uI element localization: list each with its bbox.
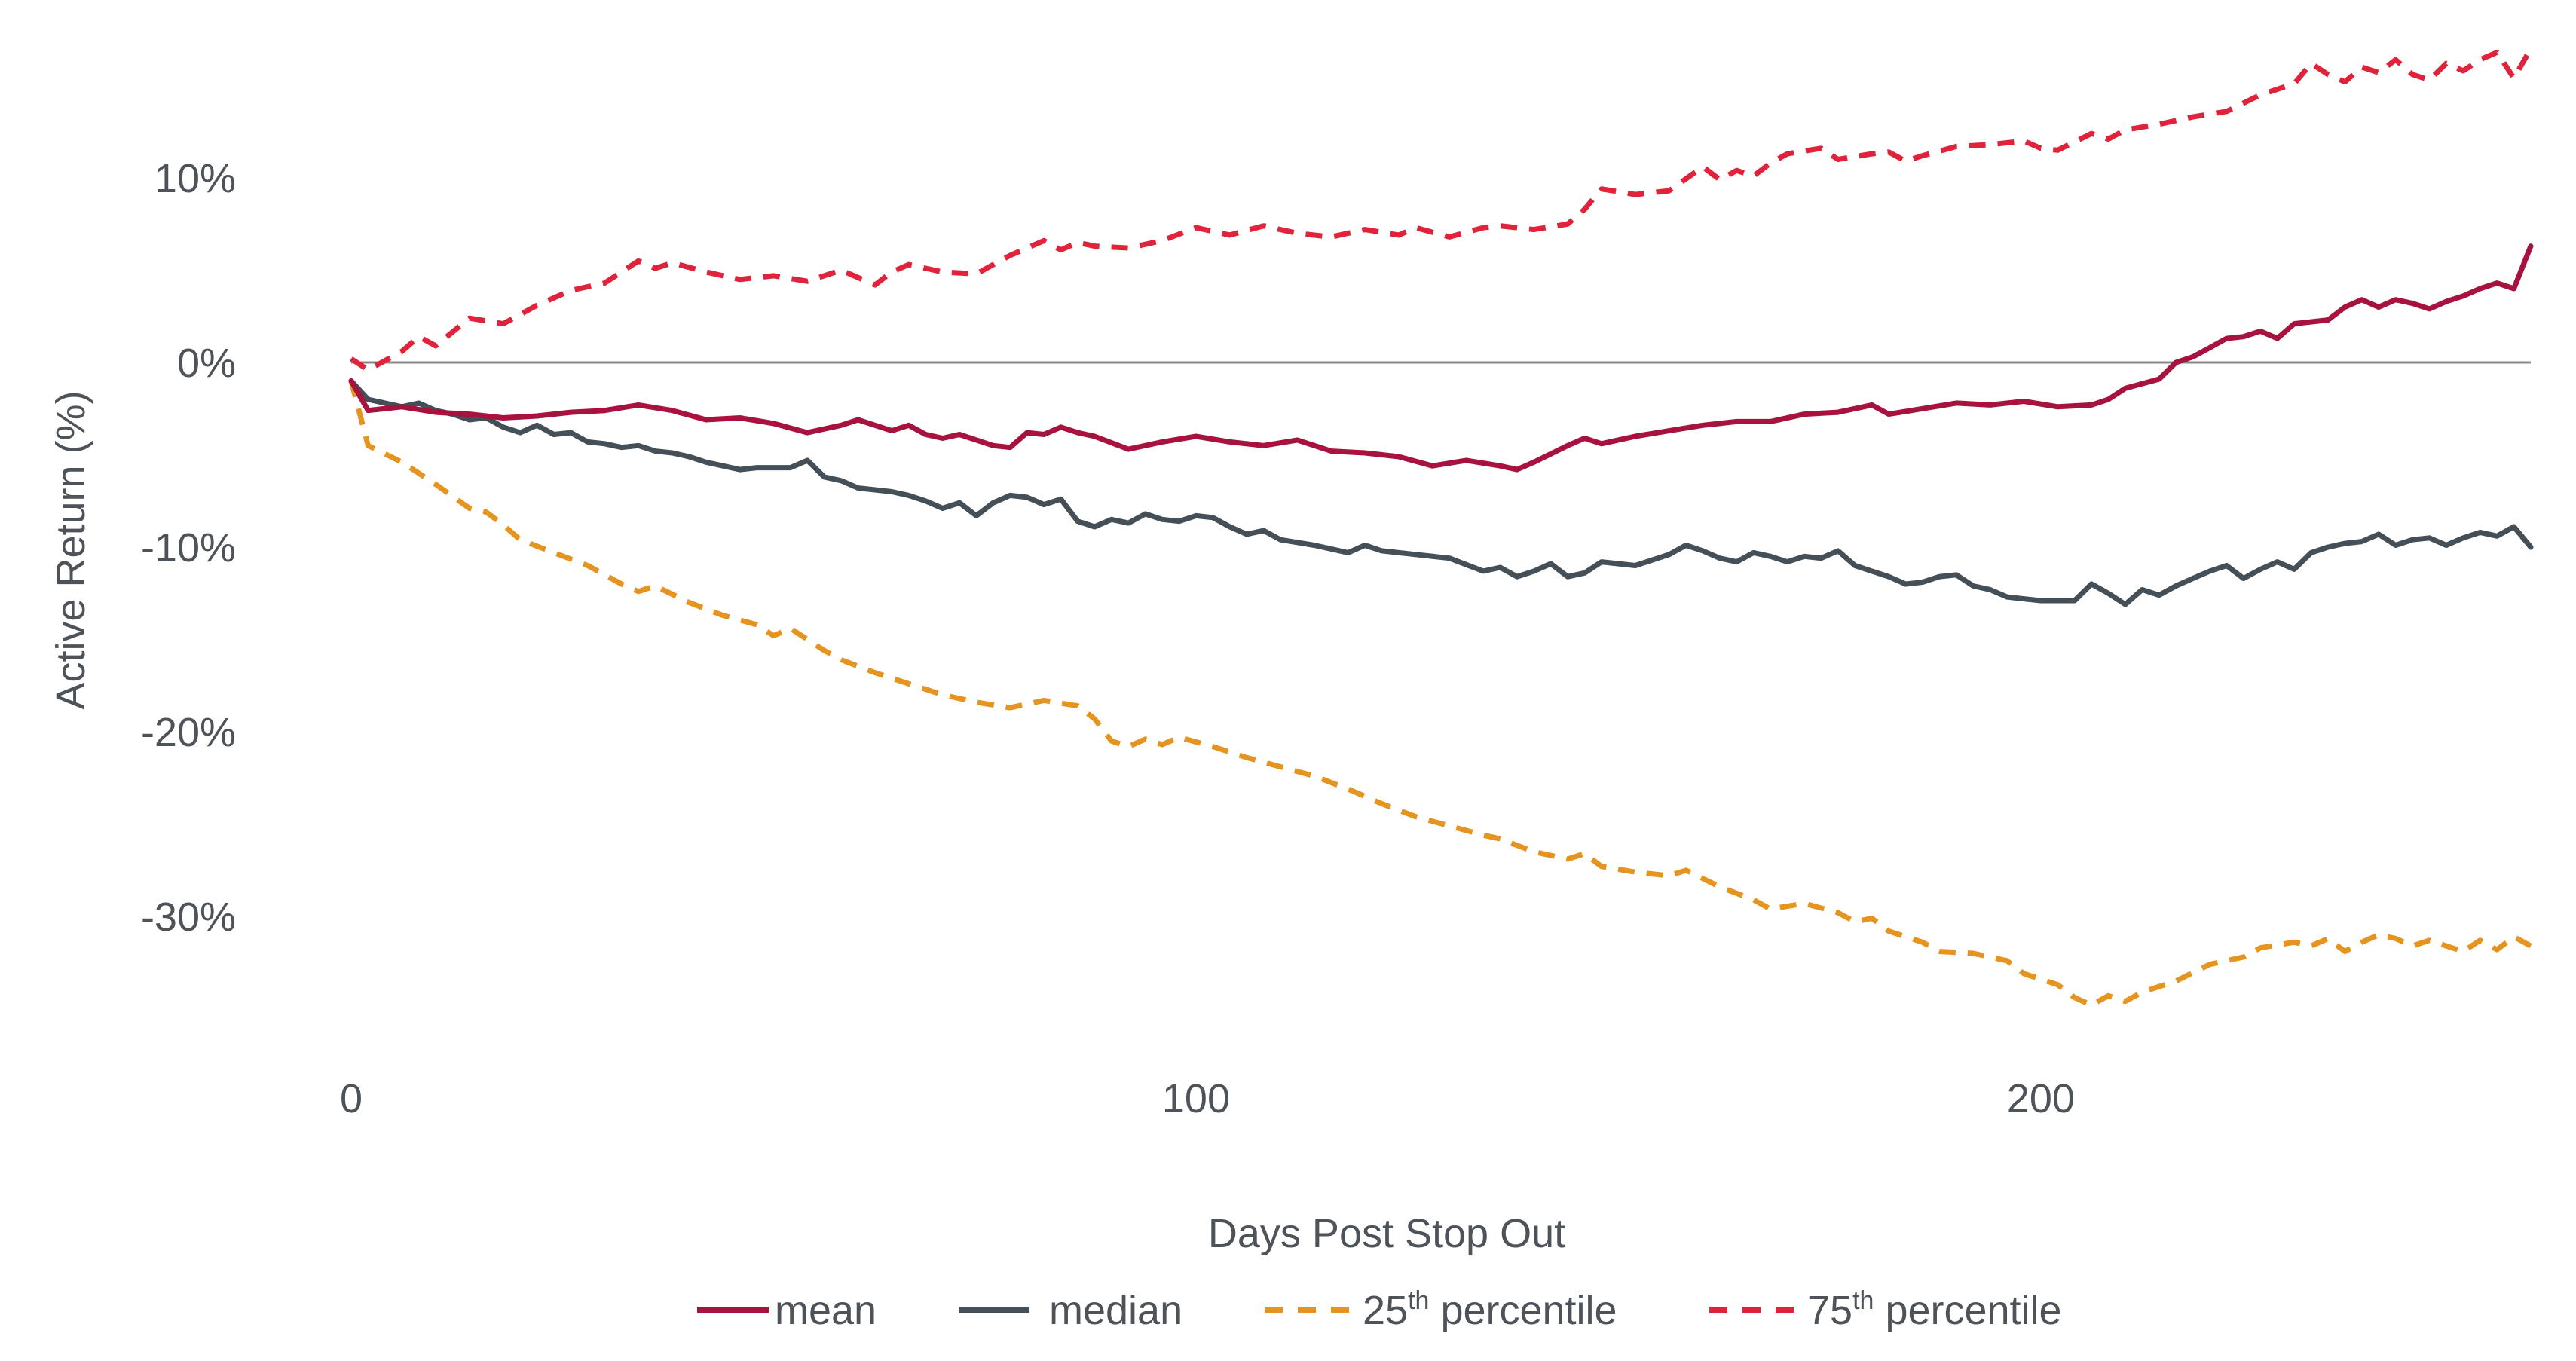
- legend-item-75th-percentile: 75th percentile: [1709, 1286, 2062, 1333]
- legend-label-mean: mean: [775, 1288, 877, 1333]
- x-axis-title: Days Post Stop Out: [1208, 1211, 1565, 1256]
- x-axis-ticks: 0 100 200: [340, 1076, 2075, 1121]
- x-tick-label: 0: [340, 1076, 363, 1121]
- y-tick-label: 0%: [177, 341, 236, 386]
- x-tick-label: 100: [1162, 1076, 1230, 1121]
- series-line-median: [348, 378, 2534, 607]
- y-axis-title: Active Return (%): [48, 390, 93, 709]
- y-tick-label: -30%: [141, 895, 236, 940]
- series-line-75th-percentile: [350, 47, 2534, 373]
- legend: mean median 25th percentile 75th percent…: [697, 1286, 2062, 1333]
- y-tick-label: -10%: [141, 525, 236, 570]
- legend-item-mean: mean: [697, 1288, 877, 1333]
- y-tick-label: -20%: [141, 710, 236, 755]
- series-line-25th-percentile: [348, 380, 2532, 1008]
- x-tick-label: 200: [2007, 1076, 2075, 1121]
- legend-label-75th-percentile: 75th percentile: [1807, 1286, 2062, 1333]
- y-axis-ticks: 10% 0% -10% -20% -30%: [141, 156, 236, 940]
- y-tick-label: 10%: [154, 156, 236, 201]
- series-line-mean: [348, 243, 2534, 473]
- legend-label-25th-percentile: 25th percentile: [1363, 1286, 1617, 1333]
- legend-item-median: median: [959, 1288, 1182, 1333]
- legend-label-median: median: [1049, 1288, 1182, 1333]
- legend-item-25th-percentile: 25th percentile: [1265, 1286, 1617, 1333]
- series-layer: [348, 47, 2534, 1008]
